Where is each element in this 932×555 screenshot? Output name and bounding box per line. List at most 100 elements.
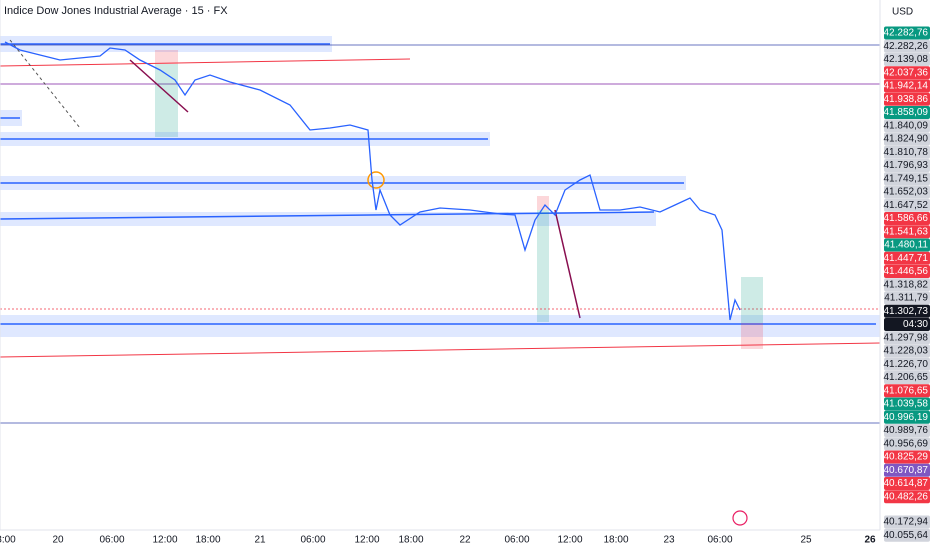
time-label: 18:00 [398, 535, 423, 546]
price-label: 40.956,69 [884, 438, 929, 449]
time-label: 12:00 [152, 535, 177, 546]
price-tag [884, 477, 930, 490]
price-label: 41.541,63 [884, 226, 929, 237]
price-label: 41.938,86 [884, 94, 929, 105]
price-label: 40.996,19 [884, 412, 929, 423]
time-label: 06:00 [504, 535, 529, 546]
price-label: 41.228,03 [884, 346, 929, 357]
price-tag [884, 132, 930, 146]
price-label: 41.840,09 [884, 120, 929, 131]
price-tag [884, 92, 930, 106]
price-tag [884, 450, 930, 464]
time-label: 18:00 [603, 535, 628, 546]
time-label: 8:00 [0, 535, 16, 546]
price-tag [884, 66, 930, 80]
price-tag [884, 225, 930, 239]
price-tag [884, 251, 930, 265]
price-label: 41.076,65 [884, 385, 929, 396]
price-tag [884, 159, 930, 172]
price-label: 41.226,70 [884, 359, 929, 370]
time-label: 06:00 [300, 535, 325, 546]
time-label: 21 [254, 535, 266, 546]
price-tag [884, 437, 930, 451]
price-label: 41.447,71 [884, 253, 929, 264]
price-tag [884, 26, 930, 40]
price-label: 40.055,64 [884, 530, 929, 541]
price-tag [884, 528, 930, 542]
price-tag [884, 424, 930, 437]
price-label: 40.825,29 [884, 452, 929, 463]
price-tag [884, 172, 930, 186]
time-label: 06:00 [707, 535, 732, 546]
time-label: 26 [864, 535, 876, 546]
price-tag [884, 212, 930, 225]
price-tag [884, 318, 930, 331]
price-label: 41.302,73 [884, 306, 929, 317]
price-label: 41.942,14 [884, 81, 929, 92]
price-tag [884, 265, 930, 278]
price-tag [884, 106, 930, 119]
price-label: 41.039,58 [884, 399, 929, 410]
time-label: 12:00 [354, 535, 379, 546]
price-tag [884, 357, 930, 371]
price-tag [884, 145, 930, 159]
price-label: 41.858,09 [884, 107, 929, 118]
price-label: 41.749,15 [884, 173, 929, 184]
price-label: 42.282,26 [884, 41, 929, 52]
drawings [0, 0, 881, 530]
time-labels: 8:00 20 06:00 12:00 18:00 21 06:00 12:00 18:00 22… [0, 535, 876, 546]
event-icon[interactable] [732, 510, 748, 526]
time-label: 18:00 [195, 535, 220, 546]
price-tag [884, 463, 930, 477]
price-label: 41.652,03 [884, 187, 929, 198]
currency: USD [892, 7, 913, 18]
price-label: 41.480,11 [884, 240, 928, 251]
price-tag [884, 331, 930, 345]
price-tag [884, 119, 930, 133]
price-tag [884, 490, 930, 504]
time-label: 25 [800, 535, 812, 546]
price-label: 40.670,87 [884, 465, 929, 476]
price-tag [884, 79, 930, 93]
price-label: 41.311,79 [884, 293, 928, 304]
price-label: 40.614,87 [884, 478, 929, 489]
time-label: 22 [459, 535, 471, 546]
price-label: 40.989,76 [884, 425, 929, 436]
chart-title: Indice Dow Jones Industrial Average · 15… [4, 5, 228, 17]
price-label: 42.282,76 [884, 28, 929, 39]
price-label: 41.810,78 [884, 147, 929, 158]
price-tag [884, 384, 930, 398]
price-tag [884, 371, 930, 384]
price-label: 41.824,90 [884, 134, 929, 145]
price-tag [884, 238, 930, 252]
time-label: 12:00 [557, 535, 582, 546]
price-label: 40.172,94 [884, 517, 929, 528]
price-label: 42.037,36 [884, 67, 929, 78]
time-label: 23 [663, 535, 675, 546]
price-tag [884, 344, 930, 358]
price-label: 41.586,66 [884, 213, 929, 224]
price-labels: 42.282,76 42.282,26 42.139,08 42.037,36 41.9… [884, 26, 930, 542]
price-tag [884, 53, 930, 66]
price-tag [884, 397, 930, 411]
price-label: 41.446,56 [884, 266, 929, 277]
price-tag [884, 198, 930, 212]
price-tag [884, 410, 930, 424]
time-label: 20 [52, 535, 64, 546]
price-label: 41.297,98 [884, 332, 929, 343]
price-label: 42.139,08 [884, 54, 929, 65]
time-label: 06:00 [99, 535, 124, 546]
price-tag [884, 304, 930, 318]
price-label: 04:30 [903, 319, 928, 330]
price-label: 41.318,82 [884, 279, 929, 290]
price-label: 41.796,93 [884, 160, 929, 171]
price-tag [884, 185, 930, 199]
price-tag [884, 515, 930, 529]
price-label: 41.206,65 [884, 372, 929, 383]
price-tag [884, 278, 930, 292]
price-label: 41.647,52 [884, 200, 929, 211]
price-label: 40.482,26 [884, 491, 929, 502]
price-tag [884, 39, 930, 53]
price-tag [884, 291, 930, 305]
